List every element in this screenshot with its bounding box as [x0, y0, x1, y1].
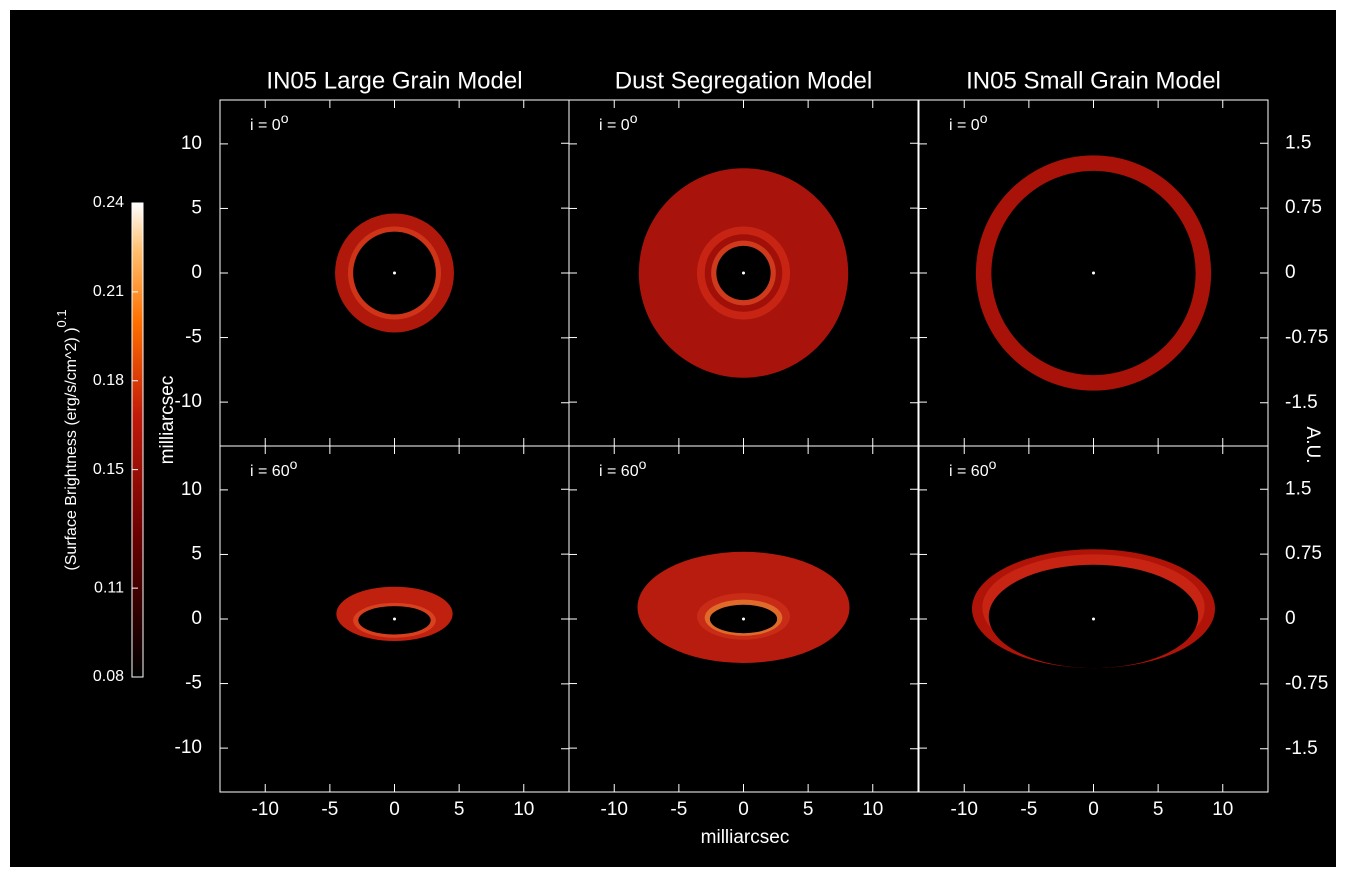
y-tick-label: 10 — [181, 479, 202, 500]
central-star — [742, 271, 745, 275]
disk-shape — [988, 564, 1199, 669]
inclination-label: i = 0o — [599, 110, 638, 135]
panel-title: Dust Segregation Model — [615, 67, 872, 94]
panel-title: IN05 Large Grain Model — [266, 67, 522, 94]
y2-tick-label: 0.75 — [1285, 543, 1322, 564]
inclination-label: i = 60o — [949, 456, 997, 481]
colorbar-tick-label: 0.11 — [94, 579, 124, 596]
panel-title: IN05 Small Grain Model — [966, 67, 1221, 94]
inclination-text: i = 60 — [949, 463, 989, 480]
y-tick-label: 0 — [191, 262, 202, 283]
inclination-sup: o — [989, 456, 997, 472]
central-star — [393, 271, 396, 275]
central-star — [393, 617, 396, 621]
inclination-text: i = 0 — [599, 117, 630, 134]
x-axis-label: milliarcsec — [701, 827, 790, 848]
inclination-text: i = 0 — [250, 117, 281, 134]
y2-tick-label: -1.5 — [1285, 738, 1318, 759]
x-tick-label: -10 — [951, 799, 978, 820]
inclination-label: i = 0o — [250, 110, 289, 135]
x-tick-label: 5 — [1153, 799, 1164, 820]
x-tick-label: 10 — [1212, 799, 1233, 820]
inclination-sup: o — [639, 456, 647, 472]
y2-tick-label: 1.5 — [1285, 478, 1311, 499]
x-tick-label: -10 — [601, 799, 628, 820]
colorbar — [131, 202, 144, 678]
inclination-sup: o — [281, 110, 289, 126]
y-tick-label: -5 — [185, 327, 202, 348]
y-tick-label: -10 — [175, 391, 202, 412]
x-tick-label: -10 — [252, 799, 279, 820]
colorbar-label: (Surface Brightness (erg/s/cm^2) )0.1 — [54, 309, 80, 570]
y2-tick-label: 1.5 — [1285, 132, 1311, 153]
x-tick-label: -5 — [670, 799, 687, 820]
x-tick-label: 5 — [454, 799, 465, 820]
colorbar-tick-label: 0.15 — [93, 461, 124, 478]
colorbar-tick-label: 0.08 — [93, 668, 124, 685]
y-tick-label: -5 — [185, 673, 202, 694]
y2-tick-label: -0.75 — [1285, 327, 1328, 348]
inclination-text: i = 60 — [599, 463, 639, 480]
y2-tick-label: 0 — [1285, 608, 1296, 629]
x-tick-label: -5 — [1020, 799, 1037, 820]
inclination-sup: o — [630, 110, 638, 126]
colorbar-tick-label: 0.21 — [93, 283, 124, 300]
y2-tick-label: 0 — [1285, 262, 1296, 283]
central-star — [1092, 271, 1095, 275]
y2-axis-label: A.U. — [1302, 427, 1323, 464]
x-tick-label: 0 — [738, 799, 749, 820]
y2-tick-label: -0.75 — [1285, 673, 1328, 694]
colorbar-tick-label: 0.24 — [93, 194, 124, 211]
inclination-label: i = 60o — [599, 456, 647, 481]
central-star — [742, 617, 745, 621]
y-tick-label: 0 — [191, 608, 202, 629]
inclination-sup: o — [980, 110, 988, 126]
inclination-text: i = 0 — [949, 117, 980, 134]
y2-tick-label: 0.75 — [1285, 197, 1322, 218]
colorbar-label-text: (Surface Brightness (erg/s/cm^2) ) — [63, 327, 80, 570]
inclination-label: i = 60o — [250, 456, 298, 481]
y-tick-label: -10 — [175, 737, 202, 758]
y-tick-label: 10 — [181, 133, 202, 154]
x-tick-label: -5 — [321, 799, 338, 820]
inclination-label: i = 0o — [949, 110, 988, 135]
x-tick-label: 0 — [389, 799, 400, 820]
inclination-text: i = 60 — [250, 463, 290, 480]
x-tick-label: 10 — [862, 799, 883, 820]
colorbar-label-exponent: 0.1 — [54, 309, 69, 327]
y-tick-label: 5 — [191, 197, 202, 218]
x-tick-label: 10 — [513, 799, 534, 820]
background — [10, 10, 1336, 867]
x-tick-label: 0 — [1088, 799, 1099, 820]
colorbar-tick-label: 0.18 — [93, 372, 124, 389]
y2-tick-label: -1.5 — [1285, 392, 1318, 413]
central-star — [1092, 617, 1095, 621]
x-tick-label: 5 — [803, 799, 814, 820]
y-tick-label: 5 — [191, 543, 202, 564]
y-axis-label: milliarcsec — [157, 376, 178, 465]
inclination-sup: o — [290, 456, 298, 472]
